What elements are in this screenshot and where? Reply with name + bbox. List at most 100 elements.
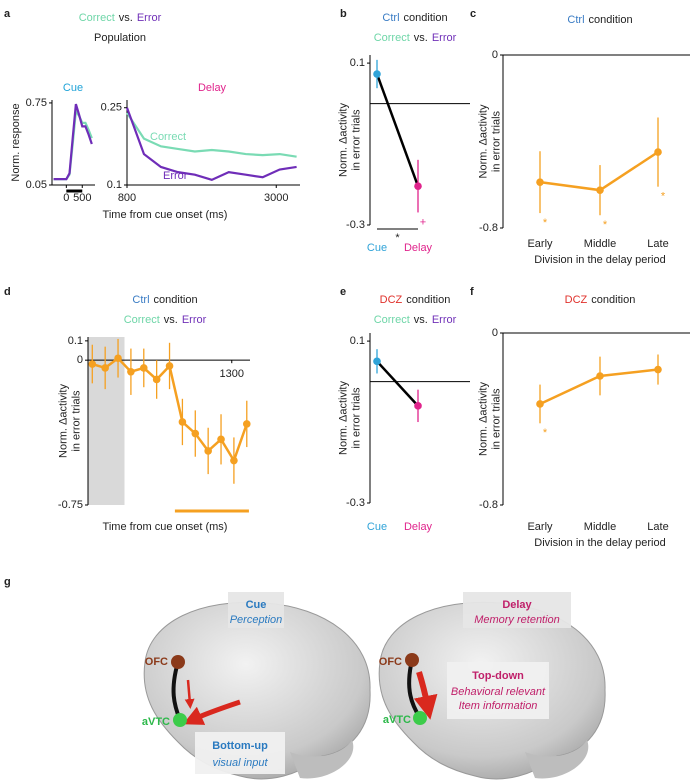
y-tick-label: -0.75 xyxy=(58,499,83,511)
panel-label: e xyxy=(340,286,346,298)
series-line xyxy=(125,107,297,182)
y-axis-label: Norm. Δactivity xyxy=(337,103,349,177)
title-part: Correct xyxy=(124,314,160,326)
panel-label: d xyxy=(4,286,11,298)
stage-title: Delay xyxy=(502,599,532,611)
point xyxy=(536,400,544,408)
region-label: aVTC xyxy=(383,714,411,726)
y-axis-label: in error trials xyxy=(490,388,502,450)
cerebellum xyxy=(525,740,589,779)
point xyxy=(536,178,544,186)
x-tick-label: 0 xyxy=(63,192,69,204)
panel-label: c xyxy=(470,8,476,20)
point xyxy=(414,402,422,410)
chart-title: DCZ condition xyxy=(380,294,451,306)
arrow xyxy=(413,671,438,720)
x-tick-label: 1300 xyxy=(220,368,244,380)
point xyxy=(596,186,604,194)
title-part: condition xyxy=(589,14,633,26)
point xyxy=(165,362,174,370)
point-mark: * xyxy=(543,217,548,229)
y-tick-label: 0 xyxy=(492,49,498,61)
title-part: Error xyxy=(182,314,207,326)
y-axis-label: in error trials xyxy=(490,110,502,172)
pathway-title: Top-down xyxy=(472,670,524,682)
label-box xyxy=(195,732,285,774)
y-tick-label: -0.3 xyxy=(346,219,365,231)
series-line xyxy=(126,112,297,158)
significance: * xyxy=(395,232,400,244)
point xyxy=(191,429,200,438)
x-axis-label: Division in the delay period xyxy=(534,537,665,549)
x-tick-label: 500 xyxy=(73,192,91,204)
y-axis-label: in error trials xyxy=(350,387,362,449)
title-part: Ctrl xyxy=(132,294,149,306)
region-label: OFC xyxy=(379,656,402,668)
x-axis-label: Time from cue onset (ms) xyxy=(103,209,228,221)
y-tick-label: -0.8 xyxy=(479,499,498,511)
point xyxy=(127,367,135,376)
x-tick-label: Late xyxy=(647,238,668,250)
x-tick-label: 3000 xyxy=(264,192,288,204)
y-axis-label: Norm. response xyxy=(10,103,22,181)
panel-label: g xyxy=(4,576,11,588)
x-tick-label: Middle xyxy=(584,521,616,533)
point xyxy=(596,372,604,380)
point xyxy=(373,70,381,78)
x-tick-label: Early xyxy=(527,238,553,250)
title-part: Error xyxy=(432,314,457,326)
x-tick-label: Cue xyxy=(367,521,387,533)
pathway-title: Bottom-up xyxy=(212,740,268,752)
point xyxy=(152,375,161,384)
x-tick-label: Late xyxy=(647,521,668,533)
point-mark: * xyxy=(661,191,666,203)
x-tick-label: Delay xyxy=(404,521,433,533)
point xyxy=(230,456,238,465)
x-tick-label: Cue xyxy=(367,242,387,254)
x-axis-label: Division in the delay period xyxy=(534,254,665,266)
y-tick-label: 0.1 xyxy=(68,335,83,347)
x-tick-label: Delay xyxy=(404,242,433,254)
title-part: condition xyxy=(406,294,450,306)
point xyxy=(101,364,109,372)
title-part: Ctrl xyxy=(567,14,584,26)
arrow xyxy=(184,679,195,709)
x-tick-label: Middle xyxy=(584,238,616,250)
y-tick-label: 0.05 xyxy=(26,179,47,191)
title-part: vs. xyxy=(119,12,133,24)
point-mark: + xyxy=(420,216,426,228)
y-axis-label: Norm. Δactivity xyxy=(477,382,489,456)
pathway-text: Item information xyxy=(459,700,538,712)
ofc-node xyxy=(405,653,419,667)
point xyxy=(242,420,251,428)
brain-cue: OFC aVTC Cue Perception Bottom-up visual… xyxy=(142,592,371,780)
label-box xyxy=(447,662,549,719)
x-tick-label: 800 xyxy=(118,192,136,204)
y-tick-label: -0.8 xyxy=(479,222,498,234)
title-part: DCZ xyxy=(565,294,588,306)
panel-label: a xyxy=(4,8,11,20)
chart-title: Correct vs. Error xyxy=(79,12,162,24)
y-tick-label: 0.1 xyxy=(350,57,365,69)
point xyxy=(373,357,381,366)
y-tick-label: 0.1 xyxy=(107,179,122,191)
point xyxy=(414,182,422,190)
series-line xyxy=(53,103,93,181)
point-mark: * xyxy=(543,427,548,439)
point xyxy=(139,364,148,372)
stage-subtitle: Memory retention xyxy=(474,614,560,626)
y-tick-label: 0.1 xyxy=(350,335,365,347)
title-part: Error xyxy=(137,12,162,24)
title-part: condition xyxy=(591,294,635,306)
series-label: Correct xyxy=(150,131,186,143)
title-part: vs. xyxy=(164,314,178,326)
point xyxy=(88,360,97,368)
y-tick-label: 0 xyxy=(77,354,83,366)
title-part: Correct xyxy=(374,314,410,326)
avtc-node xyxy=(413,711,427,725)
label-box xyxy=(463,592,571,628)
title-part: DCZ xyxy=(380,294,403,306)
chart-title: Correct vs. Error xyxy=(124,314,207,326)
panel-label: b xyxy=(340,8,347,20)
title-part: Correct xyxy=(374,32,410,44)
